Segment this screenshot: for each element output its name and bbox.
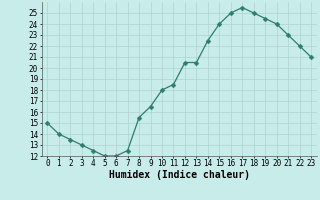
X-axis label: Humidex (Indice chaleur): Humidex (Indice chaleur) xyxy=(109,170,250,180)
